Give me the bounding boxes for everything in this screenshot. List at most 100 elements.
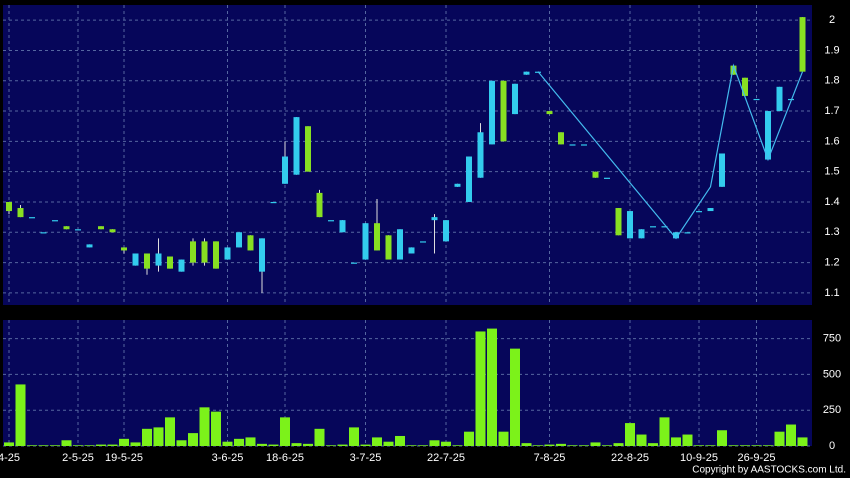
volume-bar [602,445,612,446]
volume-bar [234,438,244,446]
candle-body [604,177,610,179]
volume-bar [142,428,152,446]
candle-body [420,241,426,243]
volume-bar [705,445,716,446]
candle-body [466,156,472,202]
candle-body [213,241,219,269]
candle-body [201,241,208,263]
volume-bar [222,441,233,446]
candle-body [707,208,714,212]
volume-bar [280,417,290,446]
candle-body [282,156,288,184]
volume-bar [119,438,129,446]
volume-bar [740,445,750,446]
candle-body [615,208,622,236]
candle-body [719,153,725,187]
x-tick-label: 22-7-25 [427,452,465,464]
volume-bar [452,445,463,446]
candle-body [489,80,495,145]
volume-tick-label: 250 [823,404,841,416]
volume-bar [717,430,727,446]
candle-body [627,211,633,239]
volume-bar [268,444,279,446]
volume-bar [211,411,221,446]
candle-body [385,235,392,260]
volume-bar [567,445,578,446]
candle-body [765,111,771,160]
volume-bar [682,434,693,446]
volume-bar [176,440,187,446]
volume-bar [314,428,325,446]
candle-body [40,232,47,234]
candle-body [799,17,806,72]
candle-body [431,217,438,221]
candle-body [132,253,139,266]
candle-body [339,220,346,233]
candle-body [29,217,35,219]
x-tick-label: 22-8-25 [611,452,649,464]
candle-body [224,247,231,260]
candle-body [661,226,668,228]
x-tick-label: 26-9-25 [738,452,776,464]
volume-bar [107,444,118,446]
volume-bar [579,445,589,446]
volume-bar [165,417,175,446]
volume-bar [96,444,106,446]
candle-body [673,232,679,239]
candle-body [684,232,691,234]
volume-bar [751,445,762,446]
x-tick-label: 10-9-25 [680,452,718,464]
volume-bar [498,431,509,446]
candle-body [178,259,185,272]
volume-bar [441,441,451,446]
volume-bar [199,407,210,446]
candle-body [638,229,645,239]
volume-bar [50,445,60,446]
volume-bar [475,331,486,446]
candle-body [523,71,530,75]
candle-body [512,83,518,115]
volume-bar [487,328,497,446]
volume-bar [337,444,348,446]
volume-bar [27,445,37,446]
y-tick-label: 1.6 [824,135,839,147]
volume-bar [153,427,164,446]
x-tick-label: 3-7-25 [350,452,382,464]
volume-bar [130,442,141,446]
candle-body [270,201,277,204]
candle-body [742,77,748,96]
volume-bar [556,443,566,446]
x-tick-label: 2-5-25 [62,452,94,464]
x-tick-label: 4-25 [0,452,20,464]
candle-body [408,247,415,254]
volume-bar [671,437,681,446]
volume-bar [625,423,635,446]
volume-bar [61,440,72,446]
volume-panel [3,320,812,446]
candle-body [443,220,449,242]
candle-body [259,238,265,272]
candle-body [696,211,702,213]
candle-body [558,132,564,145]
y-tick-label: 1.9 [824,44,839,56]
y-tick-label: 1.7 [824,105,839,117]
volume-bar [349,427,359,446]
volume-tick-label: 500 [823,368,841,380]
candle-body [454,183,461,187]
candle-body [477,132,484,178]
candle-body [6,201,12,212]
candle-body [17,208,24,218]
price-line [537,63,804,240]
volume-bar [372,437,382,446]
copyright: Copyright by AASTOCKS.com Ltd. [692,465,846,476]
volume-bar [418,445,428,446]
volume-bar [395,435,405,446]
candle-body [190,241,196,263]
volume-bar [406,445,417,446]
candle-body [351,262,357,264]
x-tick-label: 3-6-25 [212,452,244,464]
volume-tick-label: 750 [823,333,841,345]
candle-body [316,192,323,218]
candle-body [167,256,173,269]
